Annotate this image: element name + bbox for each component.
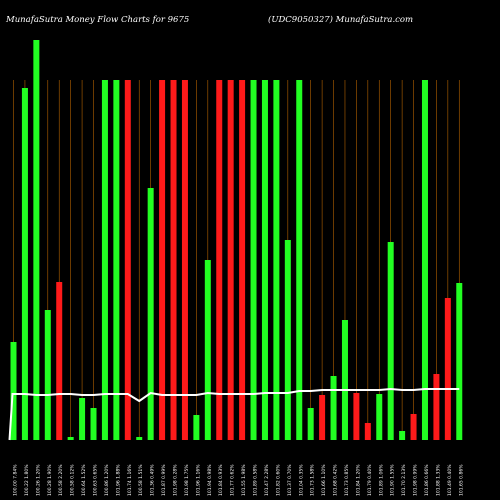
bar (399, 431, 406, 440)
x-tick-label: 100.63 0.65% (93, 464, 99, 496)
x-tick-label: 101.86 0.66% (424, 464, 430, 496)
x-tick-label: 101.77 0.62% (230, 464, 236, 496)
bar (136, 437, 143, 440)
x-tick-label: 101.65 0.86% (458, 464, 464, 496)
bar (261, 80, 268, 440)
x-tick-label: 101.73 1.58% (310, 464, 316, 496)
x-tick-label: 101.04 0.35% (298, 464, 304, 496)
x-tick-label: 101.55 1.98% (241, 464, 247, 496)
bar (307, 408, 314, 440)
x-tick-label: 100.28 1.90% (47, 464, 53, 496)
bar (90, 408, 97, 440)
bar (296, 80, 303, 440)
x-tick-label: 101.70 2.13% (401, 464, 407, 496)
x-tick-label: 101.79 0.40% (367, 464, 373, 496)
x-tick-label: 101.94 0.98% (207, 464, 213, 496)
bar (79, 398, 86, 440)
x-tick-label: 100.64 1.52% (81, 464, 87, 496)
site-title: (UDC9050327) MunafaSutra.com (268, 15, 414, 25)
bar (433, 374, 440, 440)
bar (193, 415, 200, 440)
x-tick-labels: 100.00 7.84% 100.22 1.80% 100.26 1.20% 100.… (13, 464, 465, 496)
bar (387, 242, 394, 440)
bar (353, 393, 360, 440)
bar (159, 80, 166, 440)
x-tick-label: 101.66 1.10% (321, 464, 327, 496)
x-tick-label: 101.87 0.99% (161, 464, 167, 496)
bar (181, 80, 188, 440)
bar (227, 80, 234, 440)
bar (10, 342, 17, 440)
x-tick-label: 101.82 0.60% (275, 464, 281, 496)
bar (56, 282, 63, 440)
x-tick-label: 101.88 1.33% (435, 464, 441, 496)
x-tick-label: 101.74 1.16% (127, 464, 133, 496)
bar (250, 80, 257, 440)
money-flow-line (8, 387, 460, 441)
x-tick-label: 101.90 1.55% (390, 464, 396, 496)
bar (101, 80, 108, 440)
x-tick-label: 101.96 1.16% (195, 464, 201, 496)
bar (410, 414, 417, 440)
bar (44, 310, 51, 440)
bar (273, 80, 280, 440)
bars (10, 40, 463, 440)
x-tick-label: 101.49 0.40% (447, 464, 453, 496)
x-tick-label: 101.47 2.28% (264, 464, 270, 496)
x-tick-label: 100.58 2.20% (58, 464, 64, 496)
x-tick-label: 101.68 0.42% (333, 464, 339, 496)
x-tick-label: 101.84 0.93% (218, 464, 224, 496)
x-tick-label: 101.98 0.99% (413, 464, 419, 496)
x-tick-label: 101.89 1.06% (378, 464, 384, 496)
bar (330, 376, 337, 440)
bar (421, 80, 428, 440)
bar (113, 80, 120, 440)
x-tick-label: 100.58 1.51% (138, 464, 144, 496)
x-tick-label: 100.00 7.84% (13, 464, 19, 496)
bar (170, 80, 177, 440)
x-tick-label: 100.86 1.20% (104, 464, 110, 496)
bar (67, 437, 74, 440)
bar (124, 80, 131, 440)
bar (284, 240, 291, 440)
bar (21, 88, 28, 440)
x-tick-label: 100.26 1.20% (35, 464, 41, 496)
bar (456, 283, 463, 440)
x-tick-label: 101.37 0.70% (287, 464, 293, 496)
bar (319, 395, 326, 440)
x-tick-label: 101.73 0.85% (344, 464, 350, 496)
bar (33, 40, 40, 440)
x-tick-label: 101.36 0.49% (150, 464, 156, 496)
bar (376, 394, 383, 440)
bar (239, 80, 246, 440)
x-tick-label: 100.22 1.80% (24, 464, 30, 496)
bar (204, 260, 211, 440)
chart-title: MunafaSutra Money Flow Charts for 9675 (6, 15, 190, 25)
x-tick-label: 101.96 1.88% (115, 464, 121, 496)
x-tick-label: 101.98 1.75% (184, 464, 190, 496)
x-tick-label: 101.89 0.58% (253, 464, 259, 496)
bar (341, 320, 348, 440)
x-tick-label: 101.84 1.20% (355, 464, 361, 496)
x-tick-label: 100.58 0.12% (70, 464, 76, 496)
bar (444, 298, 451, 440)
bar (216, 80, 223, 440)
bar (147, 188, 154, 440)
x-tick-label: 101.98 0.28% (173, 464, 179, 496)
bar (364, 423, 371, 440)
